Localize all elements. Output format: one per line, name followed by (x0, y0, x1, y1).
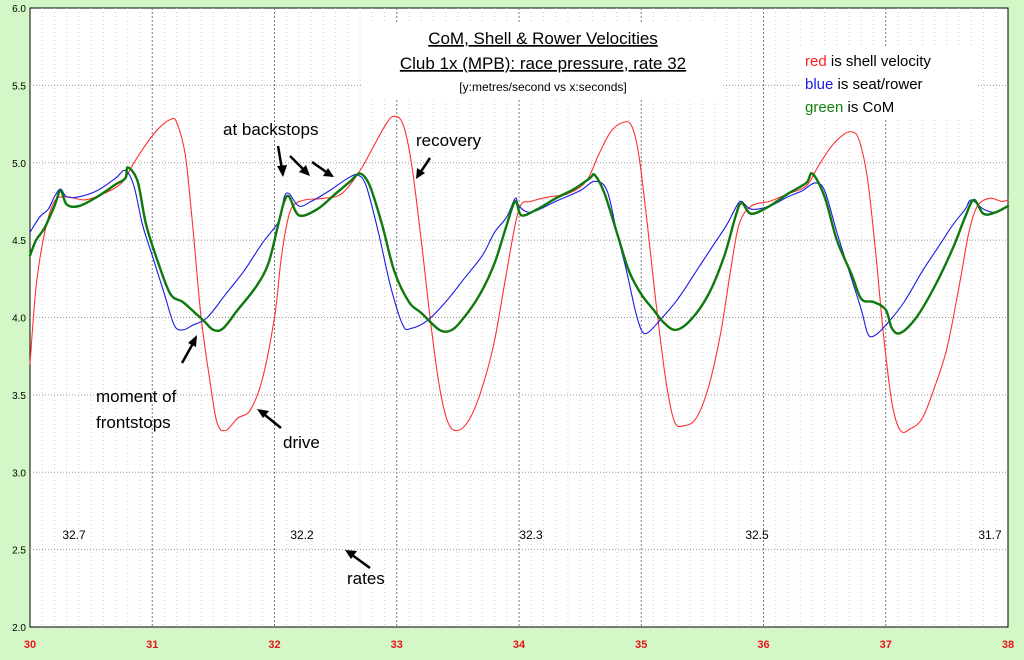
arrowhead-rates (345, 550, 357, 559)
annotation-rates: rates (347, 569, 385, 588)
chart-title-line-1: CoM, Shell & Rower Velocities (428, 29, 658, 48)
y-axis-ticks: 2.0 2.5 3.0 3.5 4.0 4.5 5.0 5.5 6.0 (12, 4, 26, 634)
x-tick-label: 34 (513, 639, 526, 651)
annotation-moment-of: moment of (96, 387, 177, 406)
annotation-arrowheads (188, 165, 425, 559)
legend-com-color: green (805, 99, 843, 116)
y-tick-label: 2.5 (12, 546, 26, 557)
x-tick-label: 35 (635, 639, 647, 651)
y-tick-label: 5.5 (12, 81, 26, 92)
arrowhead-frontstops (188, 335, 197, 347)
y-tick-label: 6.0 (12, 4, 26, 15)
annotation-recovery: recovery (416, 131, 482, 150)
legend-seat-text: is seat/rower (833, 76, 922, 93)
y-tick-label: 5.0 (12, 159, 26, 170)
x-axis-ticks: 30 31 32 33 34 35 36 37 38 (24, 639, 1014, 651)
rate-label: 32.5 (745, 528, 769, 542)
rate-label: 32.7 (62, 528, 86, 542)
arrowhead-backstops-3 (323, 168, 334, 177)
series-lines (28, 115, 1010, 434)
rate-label: 32.2 (290, 528, 314, 542)
legend-com: green is CoM (805, 99, 894, 116)
legend-shell-color: red (805, 53, 827, 70)
legend-seat: blue is seat/rower (805, 76, 923, 93)
x-tick-label: 33 (391, 639, 403, 651)
x-tick-label: 30 (24, 639, 36, 651)
chart-subtitle: [y:metres/second vs x:seconds] (459, 80, 626, 94)
series-line-com (28, 166, 1010, 335)
y-tick-label: 3.0 (12, 468, 26, 479)
arrowhead-recovery (416, 168, 425, 179)
arrowhead-drive (257, 409, 269, 418)
y-tick-label: 3.5 (12, 391, 26, 402)
arrowhead-backstops-2 (299, 165, 310, 176)
annotation-frontstops: frontstops (96, 413, 171, 432)
legend-com-text: is CoM (843, 99, 894, 116)
x-tick-label: 38 (1002, 639, 1014, 651)
series-line-shell (29, 115, 1009, 434)
arrowhead-backstops-1 (277, 165, 287, 177)
y-tick-label: 2.0 (12, 623, 26, 634)
rate-label: 32.3 (519, 528, 543, 542)
title-box (363, 24, 723, 98)
x-tick-label: 37 (880, 639, 892, 651)
legend-seat-color: blue (805, 76, 833, 93)
chart-title-line-2: Club 1x (MPB): race pressure, rate 32 (400, 54, 686, 73)
annotation-drive: drive (283, 433, 320, 452)
x-tick-label: 32 (268, 639, 280, 651)
annotation-at-backstops: at backstops (223, 120, 318, 139)
legend-box (800, 46, 978, 120)
rate-label: 31.7 (978, 528, 1002, 542)
legend-shell-text: is shell velocity (827, 53, 932, 70)
y-tick-label: 4.5 (12, 236, 26, 247)
legend-shell: red is shell velocity (805, 53, 931, 70)
y-tick-label: 4.0 (12, 314, 26, 325)
x-tick-label: 36 (757, 639, 769, 651)
x-tick-label: 31 (146, 639, 158, 651)
